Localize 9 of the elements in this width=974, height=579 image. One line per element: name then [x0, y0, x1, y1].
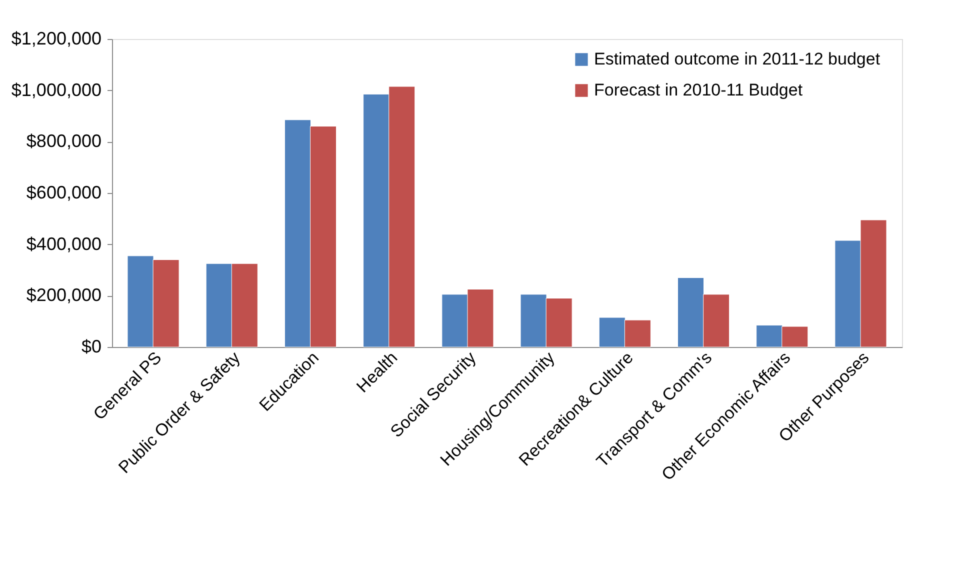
y-tick-label: $200,000: [26, 285, 102, 306]
y-tick-label: $800,000: [26, 131, 102, 152]
y-tick-label: $600,000: [26, 182, 102, 202]
legend-label: Forecast in 2010-11 Budget: [594, 80, 803, 100]
y-tick-label: $400,000: [26, 234, 102, 254]
y-tick-label: $1,000,000: [11, 80, 102, 100]
y-tick-label: $1,200,000: [11, 28, 102, 48]
legend-label: Estimated outcome in 2011-12 budget: [594, 50, 880, 68]
y-tick-label: $0: [81, 336, 102, 356]
